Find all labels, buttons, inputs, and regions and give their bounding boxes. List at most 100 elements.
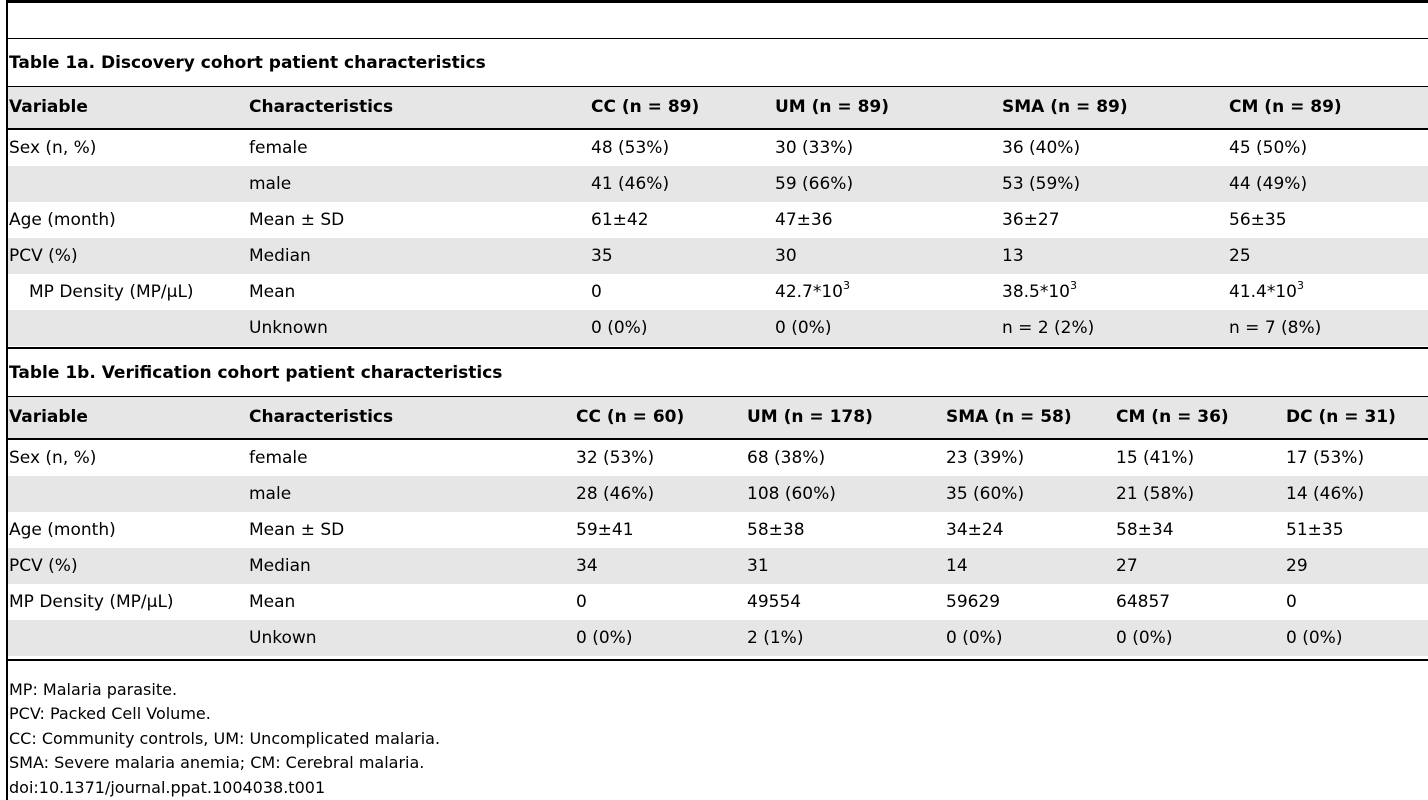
cell-variable (8, 166, 249, 202)
cell-sma: n = 2 (2%) (1002, 310, 1229, 346)
table-1b: Variable Characteristics CC (n = 60) UM … (8, 397, 1428, 656)
top-rule (6, 0, 1428, 3)
cell-um: 42.7*103 (775, 274, 1002, 310)
table-row: Sex (n, %) female 32 (53%) 68 (38%) 23 (… (8, 439, 1428, 476)
cell-cm: 27 (1116, 548, 1286, 584)
header-um: UM (n = 178) (747, 397, 946, 439)
footnote: SMA: Severe malaria anemia; CM: Cerebral… (9, 753, 425, 773)
cell-dc: 14 (46%) (1286, 476, 1428, 512)
cell-cc: 0 (0%) (591, 310, 775, 346)
table-1a: Variable Characteristics CC (n = 89) UM … (8, 87, 1428, 346)
doi-link[interactable]: doi:10.1371/journal.ppat.1004038.t001 (9, 777, 326, 797)
cell-dc: 17 (53%) (1286, 448, 1365, 468)
cell-characteristic: female (249, 448, 308, 468)
cell-sma: 38.5*103 (1002, 274, 1229, 310)
value-base: 38.5*10 (1002, 282, 1070, 302)
header-cm: CM (n = 36) (1116, 397, 1286, 439)
table-1a-bottom-rule (6, 347, 1428, 349)
cell-cm: 15 (41%) (1116, 448, 1195, 468)
cell-variable: PCV (%) (8, 238, 249, 274)
exponent: 3 (1296, 279, 1304, 292)
table-row: PCV (%) Median 34 31 14 27 29 (8, 548, 1428, 584)
cell-um: 47±36 (775, 210, 833, 230)
cell-um: 108 (60%) (747, 476, 946, 512)
cell-um: 30 (775, 238, 1002, 274)
footnote: PCV: Packed Cell Volume. (9, 704, 211, 724)
cell-variable: MP Density (MP/μL) (9, 592, 174, 612)
table-row: PCV (%) Median 35 30 13 25 (8, 238, 1428, 274)
cell-variable (8, 620, 249, 656)
table-1a-top-rule (6, 86, 1428, 87)
cell-cc: 28 (46%) (576, 476, 747, 512)
cell-variable: Age (month) (9, 210, 116, 230)
table-row: Sex (n, %) female 48 (53%) 30 (33%) 36 (… (8, 129, 1428, 166)
cell-cc: 59±41 (576, 520, 634, 540)
cell-cm: 21 (58%) (1116, 476, 1286, 512)
table-1b-bottom-rule (6, 659, 1428, 661)
cell-characteristic: Unkown (249, 620, 576, 656)
cell-dc: 0 (1286, 592, 1297, 612)
cell-characteristic: Mean ± SD (249, 520, 345, 540)
cell-sma: 53 (59%) (1002, 166, 1229, 202)
table-1a-title: Table 1a. Discovery cohort patient chara… (9, 53, 486, 73)
cell-cm: 56±35 (1229, 210, 1287, 230)
cell-cc: 34 (576, 548, 747, 584)
header-variable: Variable (8, 397, 249, 439)
cell-sma: 36 (40%) (1002, 138, 1081, 158)
cell-sma: 35 (60%) (946, 476, 1116, 512)
cell-sma: 34±24 (946, 520, 1004, 540)
cell-cc: 0 (591, 282, 602, 302)
table-row: MP Density (MP/μL) Mean 0 42.7*103 38.5*… (8, 274, 1428, 310)
cell-cc: 61±42 (591, 210, 649, 230)
table-1b-top-rule (6, 396, 1428, 397)
footnotes: MP: Malaria parasite. PCV: Packed Cell V… (9, 678, 440, 800)
header-cc: CC (n = 60) (576, 397, 747, 439)
cell-um: 59 (66%) (775, 166, 1002, 202)
cell-variable: Age (month) (9, 520, 116, 540)
cell-um: 31 (747, 548, 946, 584)
cell-characteristic: Mean (249, 592, 296, 612)
cell-variable (8, 310, 249, 346)
cell-sma: 23 (39%) (946, 448, 1025, 468)
header-cc: CC (n = 89) (591, 87, 775, 129)
cell-variable: PCV (%) (8, 548, 249, 584)
header-characteristics: Characteristics (249, 87, 591, 129)
cell-um: 2 (1%) (747, 620, 946, 656)
value-base: 42.7*10 (775, 282, 843, 302)
left-border (6, 0, 8, 800)
cell-characteristic: female (249, 138, 308, 158)
cell-dc: 51±35 (1286, 520, 1344, 540)
cell-cc: 48 (53%) (591, 138, 670, 158)
cell-dc: 0 (0%) (1286, 620, 1428, 656)
cell-characteristic: male (249, 476, 576, 512)
cell-cm: 44 (49%) (1229, 166, 1428, 202)
exponent: 3 (1069, 279, 1077, 292)
cell-variable: MP Density (MP/μL) (29, 282, 194, 302)
cell-cm: 64857 (1116, 592, 1171, 612)
table-row: Unknown 0 (0%) 0 (0%) n = 2 (2%) n = 7 (… (8, 310, 1428, 346)
cell-cm: n = 7 (8%) (1229, 310, 1428, 346)
cell-cm: 45 (50%) (1229, 138, 1308, 158)
cell-variable (8, 476, 249, 512)
cell-cc: 35 (591, 238, 775, 274)
cell-cm: 58±34 (1116, 520, 1174, 540)
value-base: 41.4*10 (1229, 282, 1297, 302)
header-cm: CM (n = 89) (1229, 87, 1428, 129)
table-1b-title: Table 1b. Verification cohort patient ch… (9, 363, 503, 383)
cell-cc: 32 (53%) (576, 448, 655, 468)
cell-characteristic: Median (249, 238, 591, 274)
cell-sma: 36±27 (1002, 210, 1060, 230)
footnote: CC: Community controls, UM: Uncomplicate… (9, 728, 441, 748)
cell-sma: 14 (946, 548, 1116, 584)
cell-um: 49554 (747, 592, 802, 612)
cell-characteristic: Median (249, 548, 576, 584)
footnote: MP: Malaria parasite. (9, 680, 178, 699)
cell-cm: 0 (0%) (1116, 620, 1286, 656)
table-row: Age (month) Mean ± SD 61±42 47±36 36±27 … (8, 202, 1428, 238)
title-rule (6, 38, 1428, 39)
cell-cm: 41.4*103 (1229, 274, 1428, 310)
cell-sma: 59629 (946, 592, 1001, 612)
table-row: Age (month) Mean ± SD 59±41 58±38 34±24 … (8, 512, 1428, 548)
table-1b-header-row: Variable Characteristics CC (n = 60) UM … (8, 397, 1428, 439)
cell-variable: Sex (n, %) (9, 448, 97, 468)
